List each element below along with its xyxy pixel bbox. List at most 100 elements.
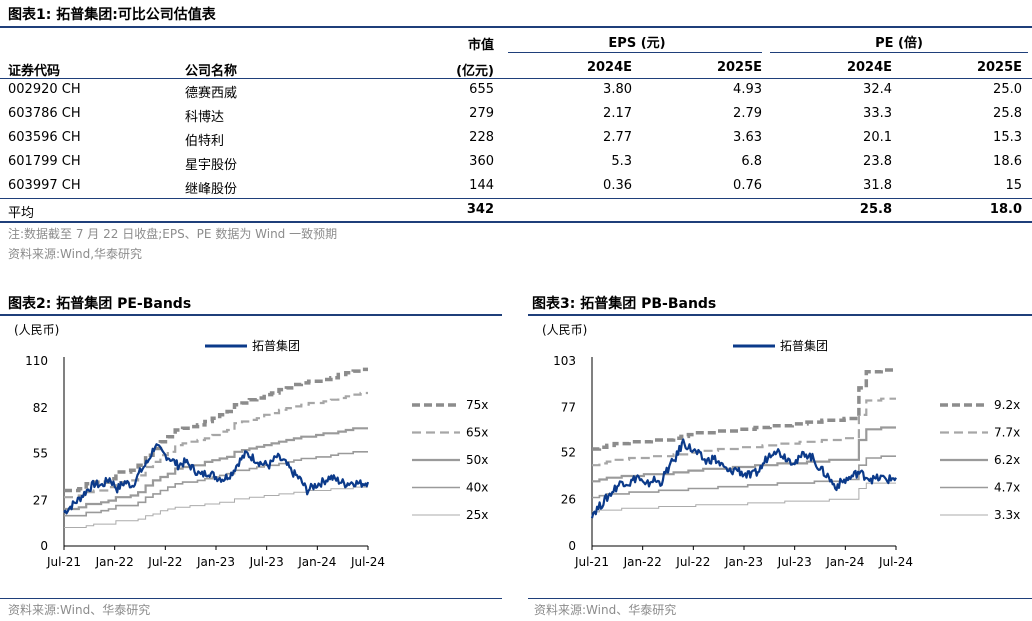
- y-tick-label: 0: [40, 539, 48, 553]
- band-line-25x: [64, 486, 368, 528]
- table-cell-pe25: 18.6: [993, 154, 1022, 169]
- table-cell-mcap: 655: [469, 82, 494, 97]
- band-legend-label: 25x: [466, 508, 488, 522]
- chart3-bottom-rule: [528, 598, 1032, 599]
- table-cell-mcap: 279: [469, 106, 494, 121]
- header-eps-group: EPS (元): [608, 36, 666, 51]
- chart3-title: 图表3: 拓普集团 PB-Bands: [532, 296, 717, 312]
- average-pe-2025: 18.0: [989, 202, 1022, 217]
- table-cell-name: 科博达: [185, 110, 225, 125]
- table-cell-pe24: 20.1: [863, 130, 892, 145]
- band-line-7.7x: [592, 397, 896, 467]
- price-line: [590, 438, 897, 519]
- table-cell-mcap: 360: [469, 154, 494, 169]
- table-cell-pe24: 33.3: [863, 106, 892, 121]
- legend-price-label: 拓普集团: [780, 338, 828, 353]
- y-tick-label: 27: [33, 494, 48, 508]
- band-legend-label: 65x: [466, 426, 488, 440]
- table-cell-eps24: 3.80: [603, 82, 632, 97]
- table-cell-name: 伯特利: [185, 134, 225, 149]
- y-tick-label: 103: [553, 354, 576, 368]
- y-tick-label: 26: [561, 492, 576, 506]
- table-top-rule: [0, 26, 1032, 28]
- x-tick-label: Jul-21: [46, 555, 81, 569]
- x-tick-label: Jan-22: [95, 555, 134, 569]
- y-tick-label: 82: [33, 401, 48, 415]
- x-tick-label: Jul-22: [675, 555, 710, 569]
- y-tick-label: 0: [568, 539, 576, 553]
- chart2-top-rule: [0, 314, 502, 316]
- y-unit-label: (人民币): [14, 323, 59, 337]
- price-line: [63, 443, 370, 515]
- band-legend-label: 7.7x: [994, 426, 1020, 440]
- table-cell-pe25: 25.8: [993, 106, 1022, 121]
- table-cell-pe24: 23.8: [863, 154, 892, 169]
- average-label: 平均: [8, 206, 35, 221]
- header-bottom-rule: [0, 78, 1032, 79]
- pe-group-underline: [770, 52, 1028, 53]
- table-cell-eps24: 0.36: [603, 178, 632, 193]
- table-cell-eps25: 6.8: [741, 154, 762, 169]
- chart3-source: 资料来源:Wind、华泰研究: [534, 603, 677, 617]
- chart2-source: 资料来源:Wind、华泰研究: [8, 603, 151, 617]
- table-cell-pe25: 15.3: [993, 130, 1022, 145]
- table-cell-name: 继峰股份: [185, 182, 238, 197]
- band-line-50x: [64, 427, 368, 511]
- table-cell-eps24: 2.77: [603, 130, 632, 145]
- y-tick-label: 77: [561, 401, 576, 415]
- chart2-title: 图表2: 拓普集团 PE-Bands: [8, 296, 192, 312]
- header-name: 公司名称: [185, 64, 238, 79]
- x-tick-label: Jan-23: [724, 555, 763, 569]
- table-note: 注:数据截至 7 月 22 日收盘;EPS、PE 数据为 Wind 一致预期: [8, 227, 338, 241]
- table-cell-mcap: 144: [469, 178, 494, 193]
- header-pe-2025: 2025E: [976, 60, 1022, 75]
- band-legend-label: 9.2x: [994, 398, 1020, 412]
- header-code: 证券代码: [8, 64, 61, 79]
- table-cell-eps25: 0.76: [733, 178, 762, 193]
- band-legend-label: 4.7x: [994, 481, 1020, 495]
- average-pe-2024: 25.8: [859, 202, 892, 217]
- header-mcap-top: 市值: [467, 38, 494, 53]
- table-cell-eps24: 5.3: [611, 154, 632, 169]
- table-cell-code: 603596 CH: [8, 130, 81, 145]
- table-cell-eps25: 3.63: [733, 130, 762, 145]
- x-tick-label: Jan-24: [297, 555, 336, 569]
- y-unit-label: (人民币): [542, 323, 587, 337]
- header-mcap-unit: (亿元): [456, 64, 494, 79]
- table-cell-eps25: 4.93: [733, 82, 762, 97]
- pb-bands-chart: (人民币) 拓普集团 0 26 52 77 103 Jul-21 Jan-22 Jul-22 Jan…: [542, 323, 1020, 569]
- header-pe-group: PE (倍): [875, 36, 923, 51]
- table-cell-mcap: 228: [469, 130, 494, 145]
- x-tick-label: Jul-21: [574, 555, 609, 569]
- pe-bands-chart: (人民币) 拓普集团 0 27 55 82 110 Jul-21 Jan-22 Jul-22 Jan…: [14, 323, 488, 569]
- chart3-top-rule: [528, 314, 1032, 316]
- header-eps-2024: 2024E: [586, 60, 632, 75]
- x-tick-label: Jan-24: [825, 555, 864, 569]
- band-legend-label: 50x: [466, 453, 488, 467]
- chart2-bottom-rule: [0, 598, 502, 599]
- band-line-3.3x: [592, 482, 896, 513]
- table-cell-code: 002920 CH: [8, 82, 81, 97]
- average-top-rule: [0, 198, 1032, 199]
- x-tick-label: Jul-24: [878, 555, 913, 569]
- table-cell-pe24: 31.8: [863, 178, 892, 193]
- x-tick-label: Jan-23: [196, 555, 235, 569]
- band-legend-label: 6.2x: [994, 453, 1020, 467]
- x-tick-label: Jul-24: [350, 555, 385, 569]
- table-cell-name: 德赛西威: [185, 86, 238, 101]
- table-cell-pe24: 32.4: [863, 82, 892, 97]
- legend-price-label: 拓普集团: [252, 338, 300, 353]
- header-pe-2024: 2024E: [846, 60, 892, 75]
- table-title: 图表1: 拓普集团:可比公司估值表: [8, 7, 216, 23]
- table-cell-code: 603997 CH: [8, 178, 81, 193]
- table-cell-code: 601799 CH: [8, 154, 81, 169]
- band-legend-label: 3.3x: [994, 508, 1020, 522]
- band-legend-label: 40x: [466, 481, 488, 495]
- table-cell-eps24: 2.17: [603, 106, 632, 121]
- y-tick-label: 52: [561, 446, 576, 460]
- band-legend-label: 75x: [466, 398, 488, 412]
- header-eps-2025: 2025E: [716, 60, 762, 75]
- band-line-4.7x: [592, 455, 896, 499]
- table-cell-pe25: 25.0: [993, 82, 1022, 97]
- table-source: 资料来源:Wind,华泰研究: [8, 247, 143, 261]
